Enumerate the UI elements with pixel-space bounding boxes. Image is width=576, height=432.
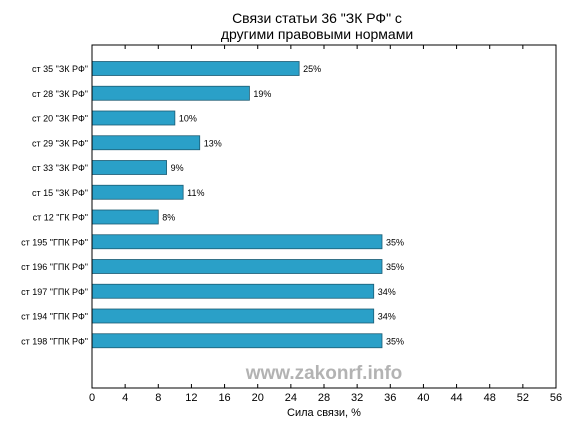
data-label: 8% [162, 213, 175, 223]
bar [91, 184, 184, 200]
x-axis-ticks: 0 4 8 12 16 20 24 28 32 36 40 44 48 52 56 [89, 45, 562, 404]
watermark: www.zakonrf.info [245, 363, 403, 384]
bar [91, 283, 375, 299]
category-label: ст 28 "ЗК РФ" [32, 89, 88, 99]
x-tick-label: 44 [450, 392, 462, 404]
x-tick-label: 8 [155, 392, 161, 404]
x-tick-label: 32 [351, 392, 363, 404]
category-label: ст 33 "ЗК РФ" [32, 163, 88, 173]
x-tick-label: 28 [318, 392, 330, 404]
chart-title-line-1: Связи статьи 36 "ЗК РФ" с [232, 10, 402, 26]
category-label: ст 194 "ГПК РФ" [21, 312, 88, 322]
x-axis-label: Сила связи, % [287, 407, 361, 419]
data-label: 35% [386, 237, 404, 247]
data-label: 11% [187, 188, 204, 198]
data-label: 10% [179, 114, 197, 124]
category-label: ст 195 "ГПК РФ" [21, 237, 88, 247]
bar [91, 85, 250, 101]
x-tick-label: 12 [185, 392, 197, 404]
category-label: ст 15 "ЗК РФ" [32, 188, 88, 198]
bar [91, 209, 159, 225]
bar [91, 61, 300, 76]
category-label: ст 20 "ЗК РФ" [32, 114, 88, 124]
data-label: 19% [253, 89, 271, 99]
data-label: 34% [378, 287, 396, 297]
x-tick-label: 48 [484, 392, 496, 404]
bar [91, 308, 375, 324]
bar [91, 135, 201, 151]
data-label: 13% [204, 138, 222, 148]
category-label: ст 29 "ЗК РФ" [32, 138, 88, 148]
x-tick-label: 52 [517, 392, 529, 404]
bar [91, 259, 383, 274]
bar [91, 160, 167, 175]
category-label: ст 12 "ГК РФ" [33, 213, 88, 223]
category-label: ст 35 "ЗК РФ" [32, 64, 88, 74]
x-tick-label: 36 [384, 392, 396, 404]
x-tick-label: 40 [417, 392, 429, 404]
data-label: 35% [386, 262, 404, 272]
x-tick-label: 0 [89, 392, 95, 404]
data-label: 35% [386, 336, 404, 346]
x-tick-label: 24 [285, 392, 297, 404]
bars-group: 25% 19% 10% 13% 9% 11% 8% 35% 35% 34% 34% 35% [91, 61, 404, 349]
category-label: ст 198 "ГПК РФ" [21, 336, 88, 346]
data-label: 34% [378, 312, 396, 322]
category-labels: ст 35 "ЗК РФ" ст 28 "ЗК РФ" ст 20 "ЗК РФ" с… [21, 64, 88, 346]
x-tick-label: 56 [550, 392, 562, 404]
category-label: ст 197 "ГПК РФ" [21, 287, 88, 297]
chart-title-line-2: другими правовыми нормами [221, 26, 413, 42]
bar [91, 333, 383, 349]
bar [91, 234, 383, 250]
x-tick-label: 20 [252, 392, 264, 404]
category-label: ст 196 "ГПК РФ" [21, 262, 88, 272]
data-label: 9% [171, 163, 184, 173]
bar [91, 110, 176, 126]
x-tick-label: 16 [218, 392, 230, 404]
data-label: 25% [303, 64, 321, 74]
x-tick-label: 4 [122, 392, 128, 404]
